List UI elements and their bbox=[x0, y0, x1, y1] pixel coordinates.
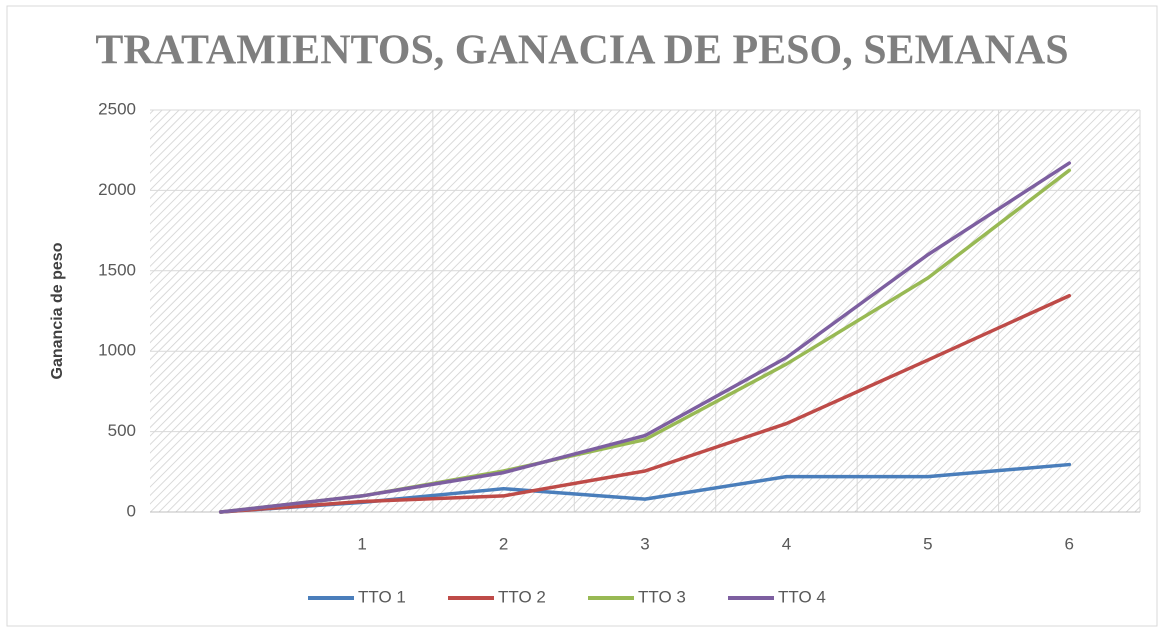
chart-title: TRATAMIENTOS, GANACIA DE PESO, SEMANAS bbox=[95, 28, 1068, 74]
x-tick-label: 4 bbox=[782, 534, 791, 553]
x-tick-label: 1 bbox=[357, 534, 366, 553]
y-tick-label: 1500 bbox=[98, 260, 136, 279]
plot-area bbox=[150, 110, 1140, 512]
x-tick-label: 2 bbox=[499, 534, 508, 553]
y-tick-label: 0 bbox=[127, 501, 136, 520]
x-tick-label: 6 bbox=[1065, 534, 1074, 553]
legend-label: TTO 4 bbox=[778, 587, 826, 606]
y-tick-label: 2000 bbox=[98, 180, 136, 199]
series-line bbox=[218, 293, 1072, 514]
series-line bbox=[218, 161, 1072, 514]
y-tick-label: 1000 bbox=[98, 341, 136, 360]
x-tick-label: 3 bbox=[640, 534, 649, 553]
x-tick-label: 5 bbox=[923, 534, 932, 553]
legend-label: TTO 3 bbox=[638, 587, 686, 606]
y-axis-label: Ganancia de peso bbox=[49, 242, 66, 379]
y-tick-label: 2500 bbox=[98, 99, 136, 118]
y-tick-label: 500 bbox=[108, 421, 136, 440]
legend-label: TTO 1 bbox=[358, 587, 406, 606]
legend-label: TTO 2 bbox=[498, 587, 546, 606]
